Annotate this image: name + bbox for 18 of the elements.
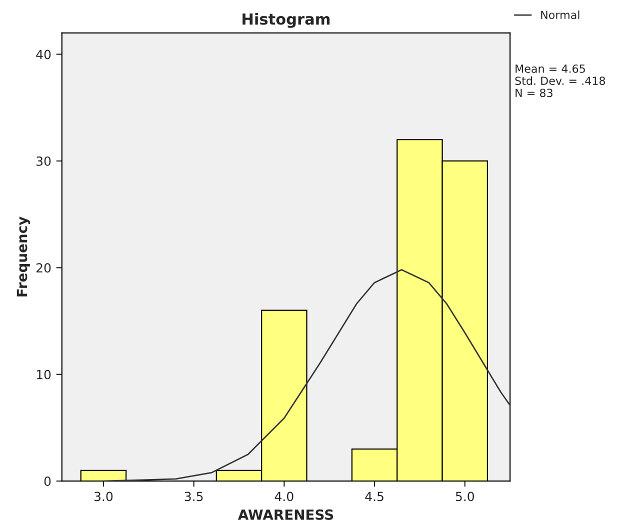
chart-title: Histogram — [242, 12, 330, 28]
x-tick-label: 3.0 — [94, 492, 113, 502]
x-tick-label: 4.5 — [365, 492, 384, 502]
y-tick-label: 40 — [36, 50, 51, 60]
text: Std. Dev. = .418 — [515, 76, 606, 85]
y-axis-title: Frequency — [16, 216, 30, 296]
text: Mean = 4.65 — [516, 64, 585, 73]
y-tick-label: 20 — [36, 263, 51, 273]
x-axis-title: AWARENESS — [238, 509, 334, 520]
x-tick-label: 5.0 — [456, 492, 474, 502]
y-tick-label: 10 — [36, 370, 51, 380]
y-tick-label: 30 — [36, 156, 51, 166]
line-series — [102, 269, 510, 482]
text: N = 83 — [516, 88, 552, 98]
x-tick-label: 3.5 — [184, 492, 203, 502]
x-tick-label: 4.0 — [274, 492, 294, 502]
y-tick-label: 0 — [44, 476, 51, 486]
legend-label: Normal — [541, 10, 580, 20]
